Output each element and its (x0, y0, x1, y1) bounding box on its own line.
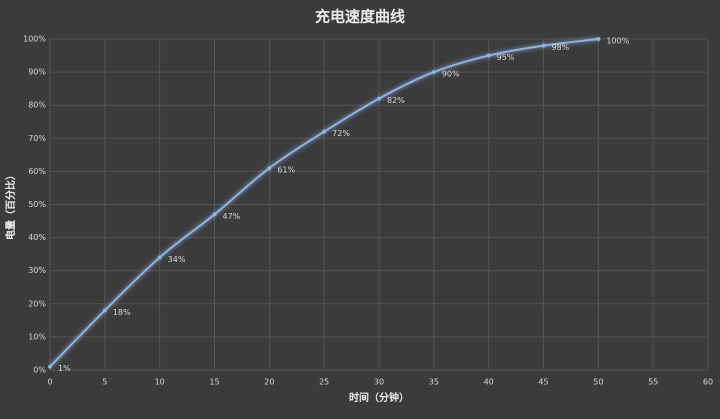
data-point (596, 37, 601, 41)
data-label: 47% (223, 212, 241, 221)
y-tick-label: 0% (33, 366, 46, 375)
y-tick-label: 20% (28, 299, 46, 308)
data-label: 90% (442, 70, 460, 79)
y-axis-title: 电量（百分比） (4, 170, 17, 240)
y-tick-label: 60% (28, 167, 46, 176)
data-point (322, 129, 327, 134)
chart-title: 充电速度曲线 (315, 8, 405, 26)
x-tick-label: 25 (319, 378, 329, 387)
x-tick-label: 0 (47, 378, 52, 387)
x-tick-label: 20 (264, 378, 274, 387)
data-label: 100% (606, 37, 629, 46)
x-tick-label: 60 (703, 378, 713, 387)
y-tick-label: 50% (28, 200, 46, 209)
data-point (267, 166, 272, 171)
data-point (157, 255, 162, 260)
data-point (102, 308, 107, 313)
x-tick-label: 10 (155, 378, 165, 387)
x-tick-label: 35 (429, 378, 439, 387)
data-label: 95% (497, 53, 515, 62)
x-tick-label: 15 (209, 378, 219, 387)
x-tick-label: 45 (538, 378, 548, 387)
x-axis-title: 时间（分钟） (349, 391, 409, 404)
data-point (48, 364, 52, 369)
data-label: 82% (387, 96, 405, 105)
y-tick-label: 100% (23, 35, 46, 44)
x-tick-label: 40 (484, 378, 494, 387)
data-point (486, 53, 491, 58)
x-tick-label: 30 (374, 378, 384, 387)
y-tick-label: 10% (28, 332, 46, 341)
data-label: 1% (58, 364, 71, 373)
x-tick-label: 5 (102, 378, 107, 387)
y-tick-label: 40% (28, 233, 46, 242)
data-point (541, 43, 546, 48)
data-label: 72% (332, 129, 350, 138)
y-tick-label: 90% (28, 68, 46, 77)
data-label: 34% (168, 255, 186, 264)
data-point (377, 96, 381, 101)
data-point (431, 70, 436, 75)
y-tick-label: 70% (28, 134, 46, 143)
data-label: 61% (277, 166, 295, 175)
data-point (212, 212, 217, 217)
data-label: 18% (113, 308, 131, 317)
y-tick-label: 80% (28, 101, 46, 110)
x-tick-label: 50 (593, 378, 603, 387)
data-label: 98% (552, 43, 570, 52)
data-line (49, 38, 599, 368)
x-tick-label: 55 (648, 378, 658, 387)
y-tick-label: 30% (28, 266, 46, 275)
